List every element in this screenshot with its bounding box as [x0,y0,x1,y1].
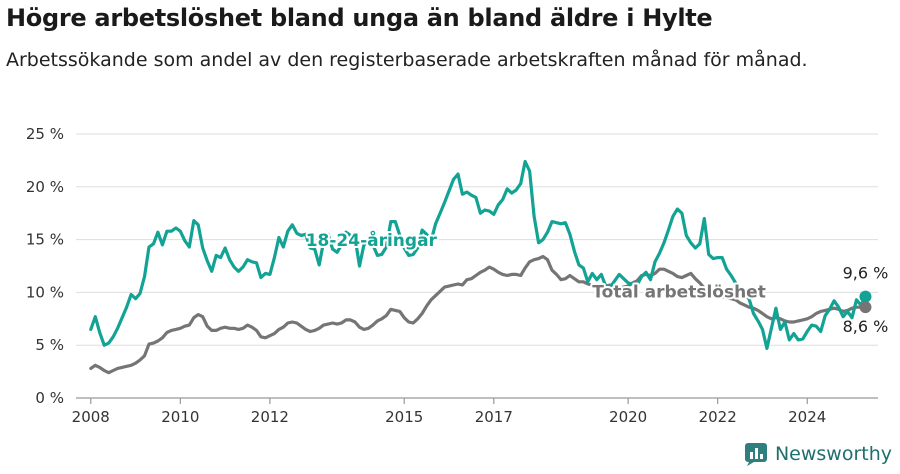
x-tick-label: 2015 [385,408,423,426]
brand-name: Newsworthy [774,443,892,465]
series-labels: 18-24-åringar Total arbetslöshet 9,6 % 8,6 … [304,227,890,338]
newsworthy-logo-icon [744,443,767,466]
y-tick-label: 0 % [35,389,64,407]
newsworthy-brand: Newsworthy [744,442,892,466]
x-tick-label: 2008 [72,408,110,426]
y-tick-label: 5 % [35,336,64,354]
x-tick-label: 2017 [475,408,513,426]
chart-subtitle: Arbetssökande som andel av den registerb… [6,49,808,71]
y-axis: 0 % 5 % 10 % 15 % 20 % 25 % [26,125,64,407]
x-tick-label: 2022 [699,408,737,426]
end-marker-total [859,301,872,314]
x-tick-label: 2012 [251,408,289,426]
end-value-youth: 9,6 % [843,264,889,283]
chart-title: Högre arbetslöshet bland unga än bland ä… [6,4,713,32]
x-tick-label: 2024 [788,408,826,426]
x-axis: 2008 2010 2012 2015 2017 2020 2022 2024 [72,397,878,426]
series-line-total [89,254,868,375]
series-label-youth: 18-24-åringar [306,229,438,251]
y-tick-label: 10 % [26,283,64,301]
x-tick-label: 2020 [609,408,647,426]
end-marker-youth [859,290,872,303]
series-line-youth [89,159,868,350]
x-tick-label: 2010 [161,408,199,426]
gridlines [76,133,878,399]
y-tick-label: 25 % [26,125,64,143]
series-label-total: Total arbetslöshet [592,283,766,303]
end-value-total: 8,6 % [843,317,889,336]
y-tick-label: 20 % [26,178,64,196]
y-tick-label: 15 % [26,231,64,249]
series-lines [89,159,868,375]
